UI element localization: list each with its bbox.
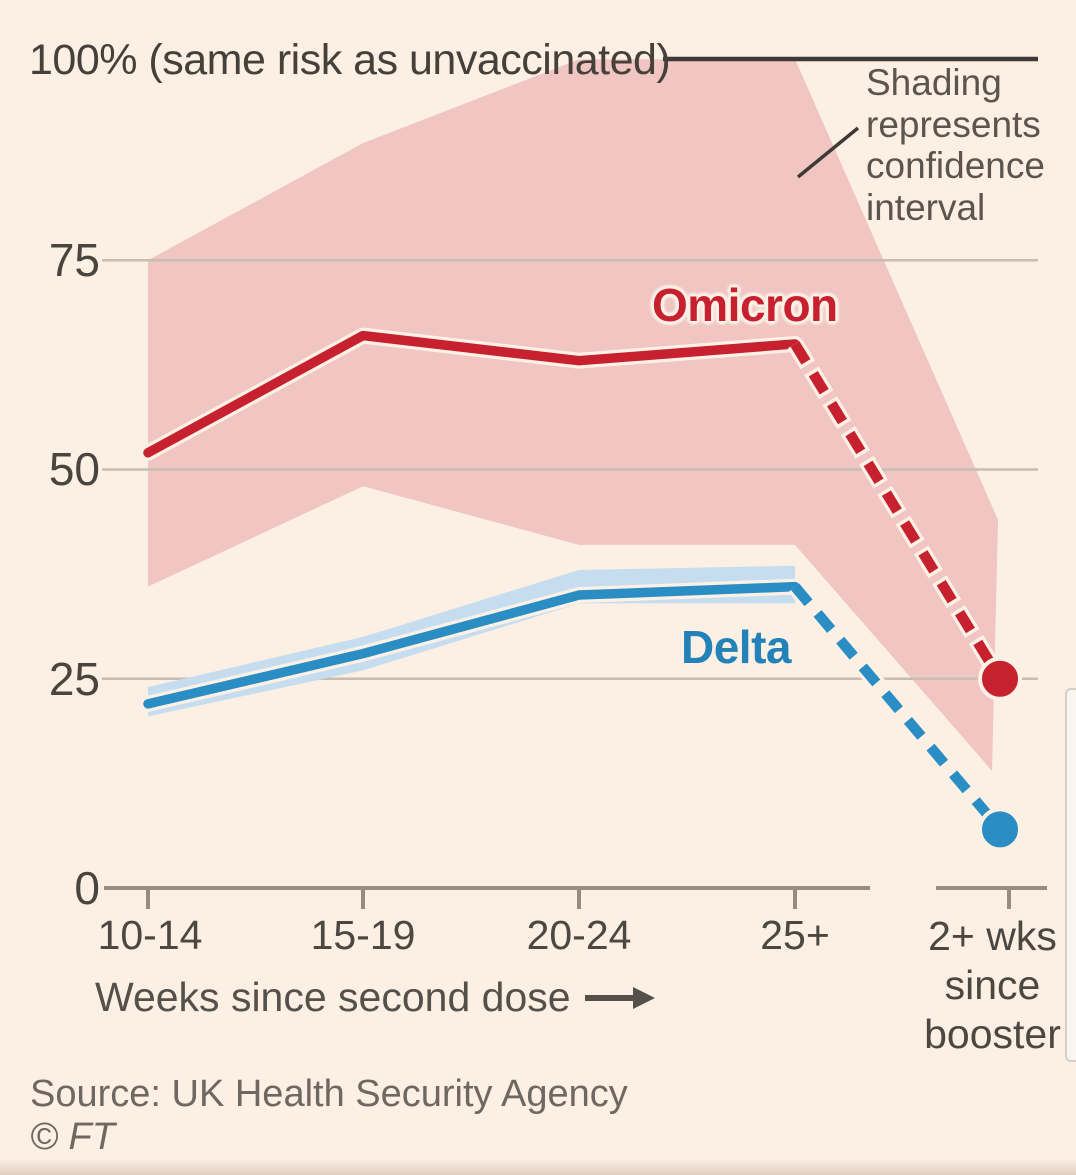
delta-booster-dot <box>978 807 1022 852</box>
x-tick-20-24: 20-24 <box>526 912 632 958</box>
delta-dashed-line <box>790 583 1005 833</box>
y-tick-0: 0 <box>74 862 100 914</box>
source-note: Source: UK Health Security Agency <box>30 1073 628 1115</box>
annotation-line: interval <box>866 186 986 228</box>
annotation-line: represents <box>866 103 1041 145</box>
delta-ci-band <box>148 565 795 717</box>
y-tick-75: 75 <box>48 234 100 286</box>
omicron-series-label: Omicron <box>652 279 838 331</box>
annotation-pointer-line <box>796 126 860 179</box>
confidence-interval-annotation: Shading represents confidence interval <box>866 62 1066 228</box>
x-tick-10-14: 10-14 <box>97 912 203 958</box>
booster-label-line: 2+ wks <box>928 913 1057 959</box>
x-tick-booster: 2+ wks since booster <box>910 912 1075 1059</box>
annotation-line: Shading <box>866 62 1002 103</box>
annotation-line: confidence <box>866 145 1045 186</box>
chart-title: 100% (same risk as unvaccinated) <box>29 36 671 84</box>
x-tick-25plus: 25+ <box>760 912 830 958</box>
omicron-dashed-line <box>790 341 1005 682</box>
bottom-edge-shade <box>0 1159 1076 1175</box>
y-tick-50: 50 <box>48 443 100 495</box>
x-tick-15-19: 15-19 <box>310 912 416 958</box>
omicron-ci-band <box>148 59 998 771</box>
ft-credit: © FT <box>30 1116 115 1158</box>
x-axis-title-text: Weeks since second dose <box>95 974 571 1020</box>
delta-series-label: Delta <box>681 621 791 673</box>
omicron-line <box>143 330 800 458</box>
booster-label-line: booster <box>924 1011 1061 1057</box>
right-arrow-icon <box>584 985 655 1011</box>
y-tick-25: 25 <box>48 653 100 705</box>
x-axis-title: Weeks since second dose <box>95 974 655 1021</box>
scrollbar-thumb[interactable] <box>1065 688 1076 1062</box>
delta-line <box>143 581 800 709</box>
omicron-booster-dot <box>978 656 1022 701</box>
booster-label-line: since <box>944 962 1041 1008</box>
